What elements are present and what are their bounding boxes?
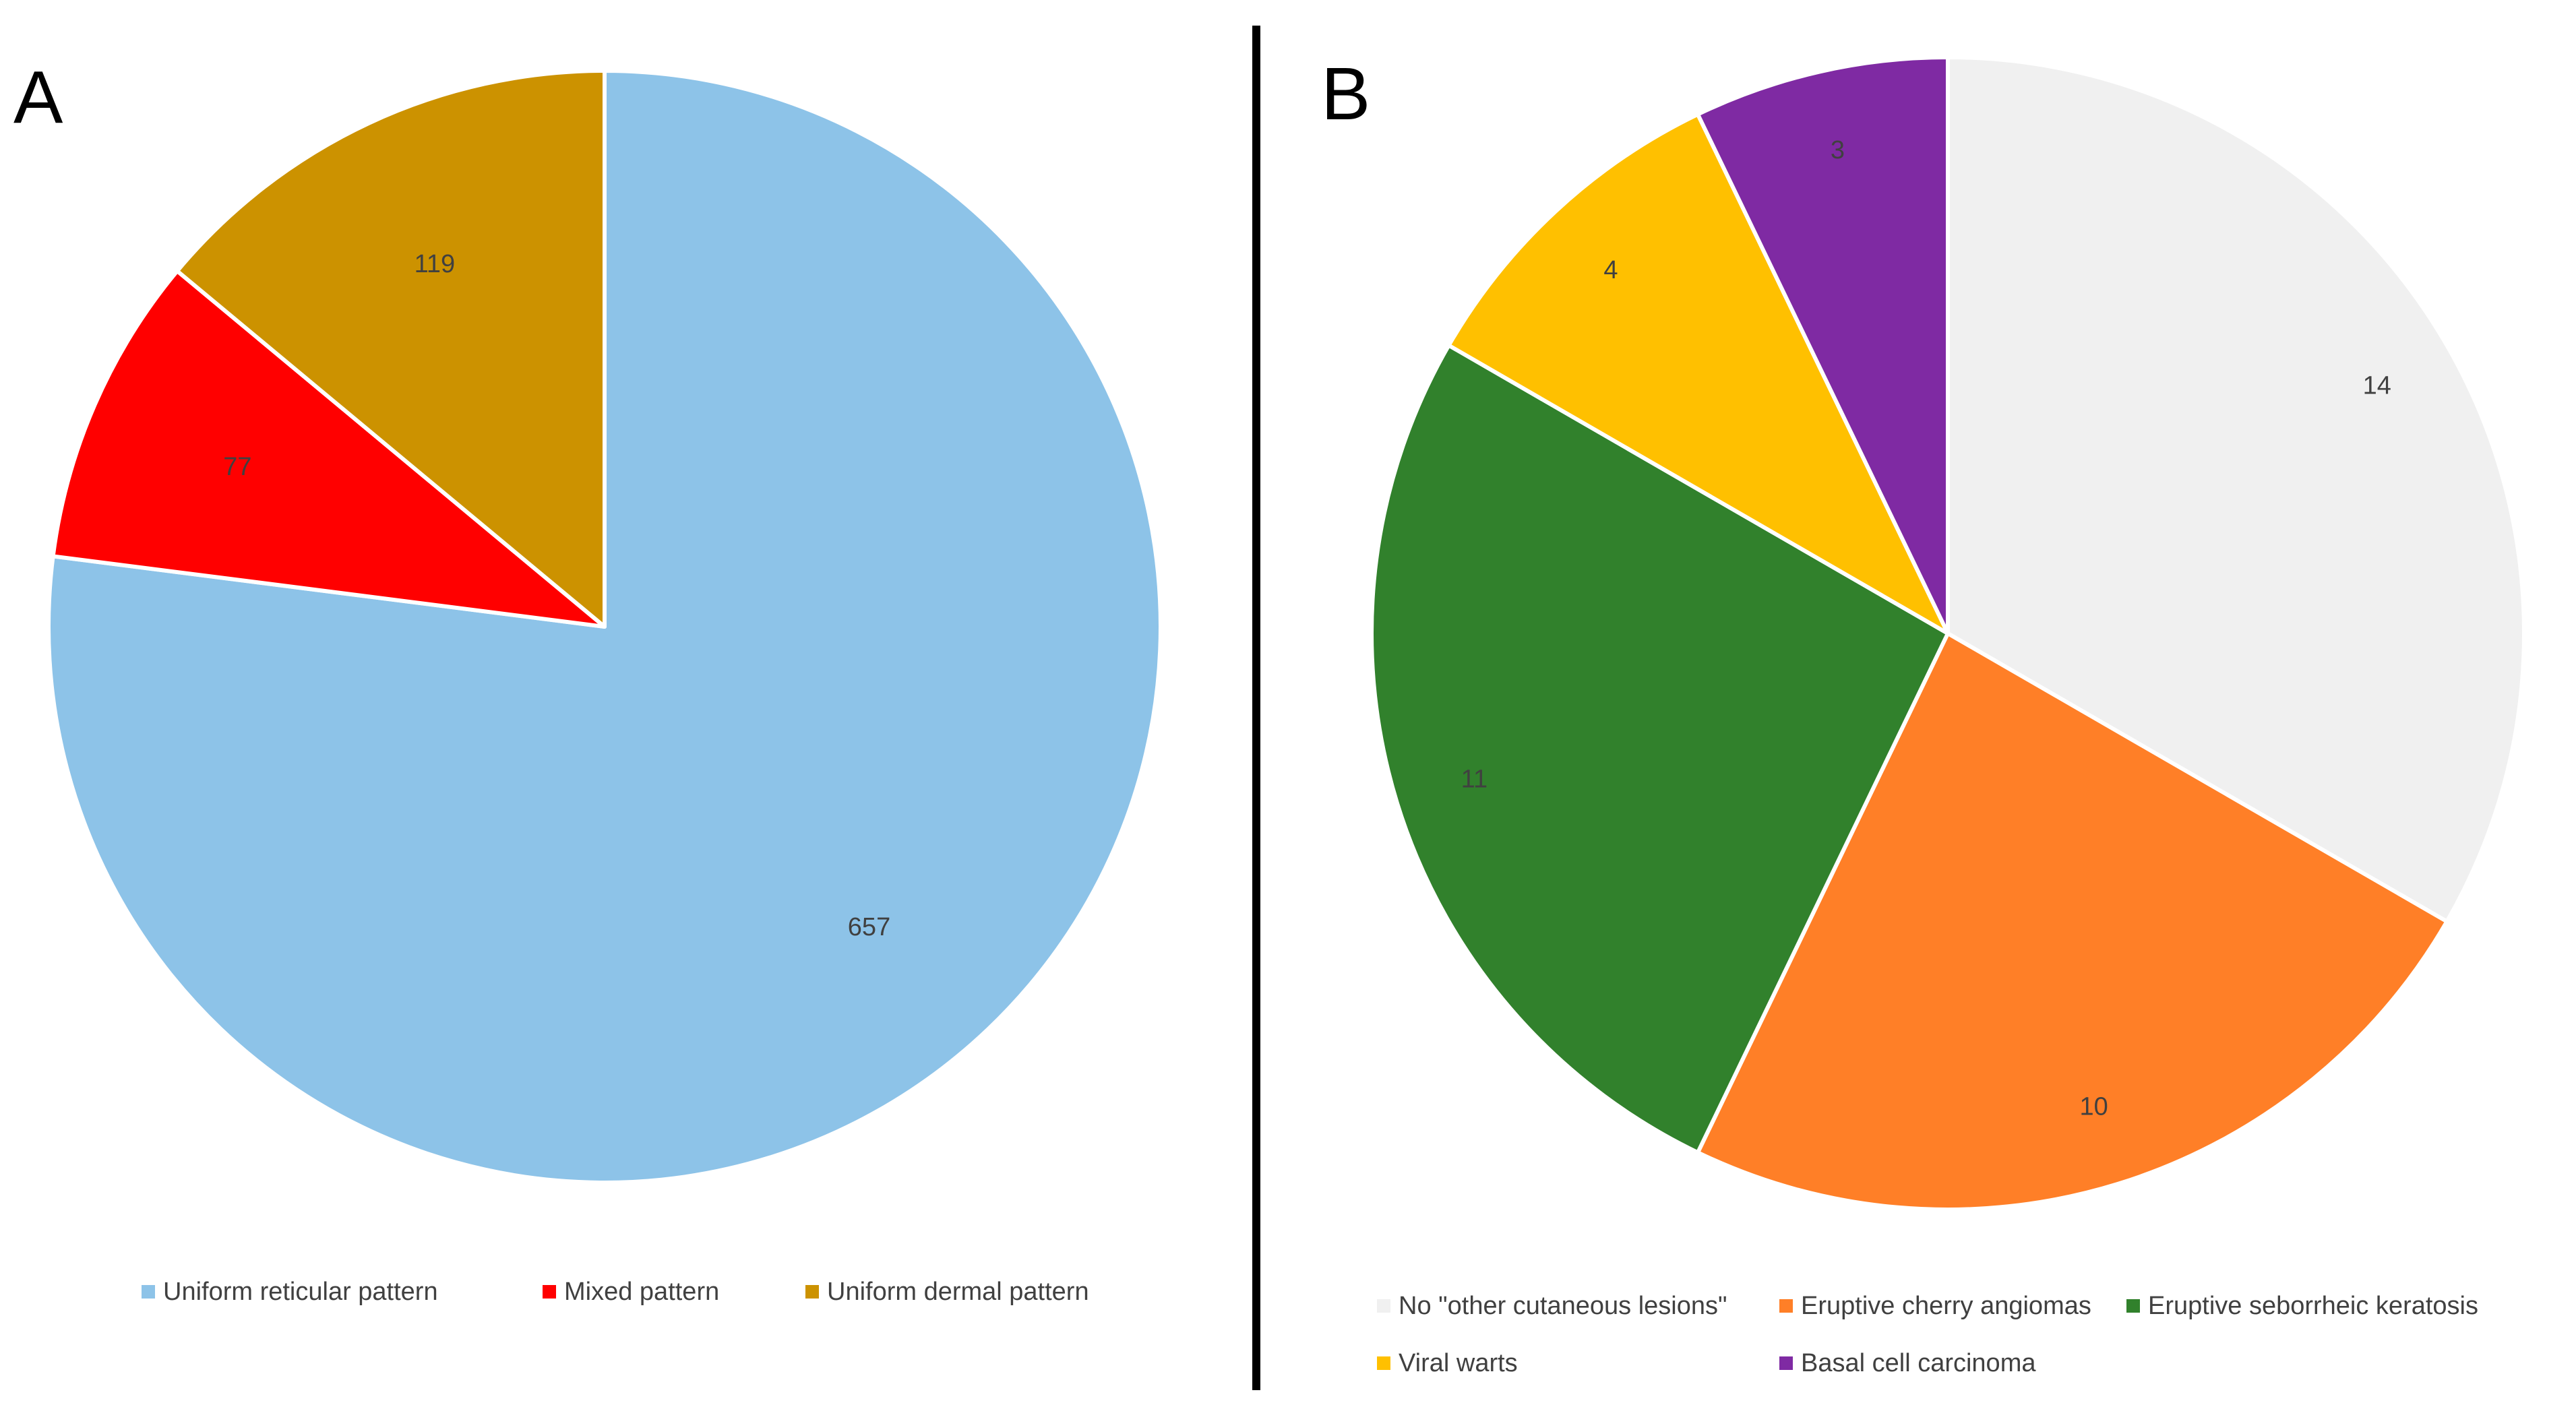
data-label-b-basal-cell-carcinoma: 3 [1831,136,1845,164]
legend-swatch-a-uniform-reticular-pattern [142,1285,155,1299]
pie-slice-a-mixed-pattern [51,269,607,629]
panel-b-letter: B [1321,53,1370,135]
pie-slice-b-eruptive-cherry-angiomas [1696,631,2449,1212]
data-label-a-uniform-dermal-pattern: 119 [415,250,456,278]
pie-slice-b-viral-warts [1446,112,1950,635]
legend-label-b-eruptive-cherry-angiomas: Eruptive cherry angiomas [1801,1292,2091,1320]
legend-swatch-b-eruptive-cherry-angiomas [1779,1299,1793,1313]
pie-chart-b [1370,55,2526,1212]
data-labels-b: 14 10 11 4 3 [1461,136,2391,1121]
legend-swatch-b-viral-warts [1377,1356,1390,1370]
pie-slice-b-eruptive-seborrheic-keratosis [1370,343,1950,1155]
data-label-a-mixed-pattern: 77 [223,453,251,481]
legend-label-b-eruptive-seborrheic-keratosis: Eruptive seborrheic keratosis [2148,1292,2478,1320]
pie-slice-b-no-other-cutaneous-lesions [1946,55,2526,924]
data-label-b-eruptive-cherry-angiomas: 10 [2080,1093,2108,1121]
panel-b: B 14 10 11 4 3 No "other cutaneous lesions" E… [1321,53,2526,1377]
legend-swatch-a-uniform-dermal-pattern [805,1285,819,1299]
legend-b: No "other cutaneous lesions" Eruptive che… [1377,1292,2478,1377]
pie-chart-a [47,69,1163,1185]
legend-label-a-mixed-pattern: Mixed pattern [564,1278,719,1306]
legend-swatch-b-basal-cell-carcinoma [1779,1356,1793,1370]
legend-label-a-uniform-reticular-pattern: Uniform reticular pattern [163,1278,438,1306]
legend-label-b-basal-cell-carcinoma: Basal cell carcinoma [1801,1349,2036,1377]
legend-label-b-viral-warts: Viral warts [1399,1349,1518,1377]
data-labels-a: 657 77 119 [223,250,890,941]
data-label-b-viral-warts: 4 [1603,256,1618,284]
pie-slice-a-uniform-dermal-pattern [175,69,607,629]
legend-a: Uniform reticular pattern Mixed pattern Un… [142,1278,1089,1306]
panel-a: A 657 77 119 Uniform reticular pattern Mixe… [13,56,1163,1306]
data-label-b-eruptive-seborrheic-keratosis: 11 [1461,765,1488,794]
legend-swatch-b-no-other-cutaneous-lesions [1377,1299,1390,1313]
panel-a-letter: A [13,56,63,139]
legend-label-a-uniform-dermal-pattern: Uniform dermal pattern [827,1278,1089,1306]
data-label-a-uniform-reticular-pattern: 657 [848,913,890,941]
data-label-b-no-other-cutaneous-lesions: 14 [2363,371,2391,400]
pie-slice-b-basal-cell-carcinoma [1696,55,1950,635]
legend-label-b-no-other-cutaneous-lesions: No "other cutaneous lesions" [1399,1292,1727,1320]
legend-swatch-a-mixed-pattern [543,1285,556,1299]
panel-divider [1252,26,1260,1390]
legend-swatch-b-eruptive-seborrheic-keratosis [2126,1299,2140,1313]
